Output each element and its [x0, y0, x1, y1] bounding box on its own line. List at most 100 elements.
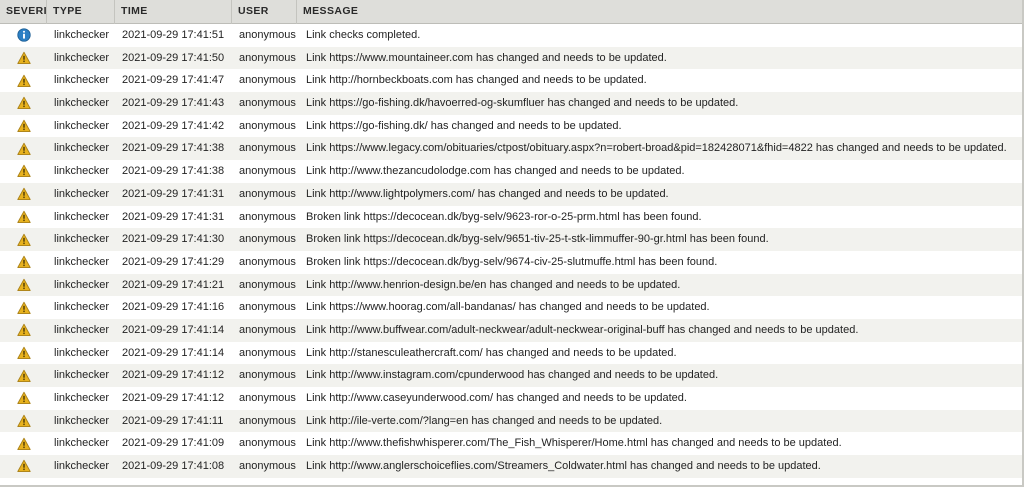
cell-user: anonymous [239, 346, 296, 359]
table-row[interactable]: linkchecker 2021-09-29 17:41:16 anonymous L… [0, 296, 1022, 319]
table-row[interactable]: linkchecker 2021-09-29 17:41:47 anonymous L… [0, 69, 1022, 93]
table-row[interactable]: linkchecker 2021-09-29 17:41:50 anonymous L… [0, 46, 1022, 70]
cell-user: anonymous [239, 255, 296, 268]
cell-message: Link http://www.anglerschoiceflies.com/S… [306, 460, 821, 473]
cell-user: anonymous [239, 29, 296, 41]
cell-time: 2021-09-29 17:41:30 [122, 233, 225, 246]
table-row[interactable]: linkchecker 2021-09-29 17:41:14 anonymous L… [0, 318, 1022, 342]
table-row[interactable]: linkchecker 2021-09-29 17:41:12 anonymous L… [0, 387, 1022, 410]
cell-severity [0, 206, 47, 229]
cell-message: Link https://go-fishing.dk/ has changed … [306, 119, 622, 132]
table-row[interactable]: linkchecker 2021-09-29 17:41:14 anonymous L… [0, 341, 1022, 365]
cell-time: 2021-09-29 17:41:12 [122, 392, 225, 404]
warning-icon [16, 187, 31, 201]
cell-time: 2021-09-29 17:41:51 [122, 29, 225, 41]
cell-message: Link http://hornbeckboats.com has change… [306, 74, 647, 87]
cell-type: linkchecker [54, 51, 110, 64]
table-row[interactable]: linkchecker 2021-09-29 17:41:29 anonymous B… [0, 250, 1022, 274]
cell-type: linkchecker [54, 346, 110, 359]
cell-severity [0, 183, 47, 206]
table-row[interactable]: linkchecker 2021-09-29 17:41:38 anonymous L… [0, 160, 1022, 183]
table-row[interactable]: linkchecker 2021-09-29 17:41:31 anonymous L… [0, 182, 1022, 206]
cell-type: linkchecker [54, 414, 110, 427]
cell-message: Broken link https://decocean.dk/byg-selv… [306, 210, 702, 223]
table-row[interactable]: linkchecker 2021-09-29 17:41:09 anonymous L… [0, 432, 1022, 456]
cell-time: 2021-09-29 17:41:11 [122, 414, 224, 427]
cell-user: anonymous [239, 278, 296, 291]
cell-type: linkchecker [54, 142, 110, 155]
warning-icon [16, 233, 31, 247]
table-row[interactable]: linkchecker 2021-09-29 17:41:21 anonymous L… [0, 273, 1022, 297]
cell-user: anonymous [239, 165, 296, 178]
warning-icon [16, 96, 31, 110]
cell-type: linkchecker [54, 187, 110, 200]
table-row[interactable]: linkchecker 2021-09-29 17:41:31 anonymous B… [0, 205, 1022, 229]
cell-message: Link http://stanesculeathercraft.com/ ha… [306, 346, 677, 359]
cell-severity [0, 24, 47, 47]
cell-user: anonymous [239, 323, 296, 336]
cell-user: anonymous [239, 460, 296, 473]
cell-time: 2021-09-29 17:41:14 [122, 346, 225, 359]
table-row[interactable]: linkchecker 2021-09-29 17:41:08 anonymous L… [0, 455, 1022, 478]
cell-type: linkchecker [54, 323, 110, 336]
info-icon [16, 28, 31, 42]
cell-type: linkchecker [54, 233, 110, 246]
cell-user: anonymous [239, 414, 296, 427]
column-header-user[interactable]: USER [232, 0, 297, 24]
table-row[interactable]: linkchecker 2021-09-29 17:41:51 anonymous L… [0, 24, 1022, 47]
table-row[interactable]: linkchecker 2021-09-29 17:41:38 anonymous L… [0, 137, 1022, 161]
cell-user: anonymous [239, 51, 296, 64]
cell-message: Link http://www.buffwear.com/adult-neckw… [306, 323, 859, 336]
cell-message: Link https://www.hoorag.com/all-bandanas… [306, 301, 710, 314]
cell-type: linkchecker [54, 97, 110, 110]
cell-severity [0, 47, 47, 70]
table-row[interactable]: linkchecker 2021-09-29 17:41:30 anonymous B… [0, 228, 1022, 251]
cell-user: anonymous [239, 142, 296, 155]
cell-time: 2021-09-29 17:41:47 [122, 74, 225, 87]
cell-severity [0, 160, 47, 183]
cell-message: Link http://www.thefishwhisperer.com/The… [306, 437, 842, 450]
column-header-message[interactable]: MESSAGE [303, 4, 359, 17]
cell-severity [0, 364, 47, 387]
cell-type: linkchecker [54, 29, 110, 41]
warning-icon [16, 210, 31, 224]
table-row[interactable]: linkchecker 2021-09-29 17:41:42 anonymous L… [0, 114, 1022, 138]
cell-time: 2021-09-29 17:41:21 [122, 278, 225, 291]
cell-time: 2021-09-29 17:41:43 [122, 97, 225, 110]
cell-time: 2021-09-29 17:41:08 [122, 460, 225, 473]
cell-time: 2021-09-29 17:41:31 [122, 187, 225, 200]
cell-user: anonymous [239, 210, 296, 223]
warning-icon [16, 74, 31, 88]
cell-user: anonymous [239, 233, 296, 246]
cell-user: anonymous [239, 369, 296, 382]
cell-severity [0, 251, 47, 274]
cell-time: 2021-09-29 17:41:12 [122, 369, 225, 382]
column-header-time[interactable]: TIME [115, 0, 232, 24]
cell-type: linkchecker [54, 301, 110, 314]
table-row[interactable]: linkchecker 2021-09-29 17:41:43 anonymous L… [0, 92, 1022, 115]
warning-icon [16, 346, 31, 360]
cell-severity [0, 137, 47, 160]
cell-type: linkchecker [54, 278, 110, 291]
cell-time: 2021-09-29 17:41:38 [122, 142, 225, 155]
cell-time: 2021-09-29 17:41:09 [122, 437, 225, 450]
cell-type: linkchecker [54, 460, 110, 473]
cell-time: 2021-09-29 17:41:31 [122, 210, 225, 223]
cell-time: 2021-09-29 17:41:16 [122, 301, 225, 314]
table-row[interactable]: linkchecker 2021-09-29 17:41:12 anonymous L… [0, 364, 1022, 387]
cell-time: 2021-09-29 17:41:14 [122, 323, 225, 336]
table-row[interactable]: linkchecker 2021-09-29 17:41:11 anonymous L… [0, 409, 1022, 433]
cell-user: anonymous [239, 437, 296, 450]
cell-severity [0, 92, 47, 115]
column-header-type[interactable]: TYPE [47, 0, 115, 24]
cell-severity [0, 387, 47, 410]
cell-type: linkchecker [54, 210, 110, 223]
cell-message: Link http://ile-verte.com/?lang=en has c… [306, 414, 663, 427]
cell-message: Broken link https://decocean.dk/byg-selv… [306, 233, 769, 246]
warning-icon [16, 437, 31, 451]
cell-user: anonymous [239, 119, 296, 132]
cell-message: Link http://www.caseyunderwood.com/ has … [306, 392, 687, 404]
cell-severity [0, 115, 47, 138]
cell-severity [0, 319, 47, 342]
